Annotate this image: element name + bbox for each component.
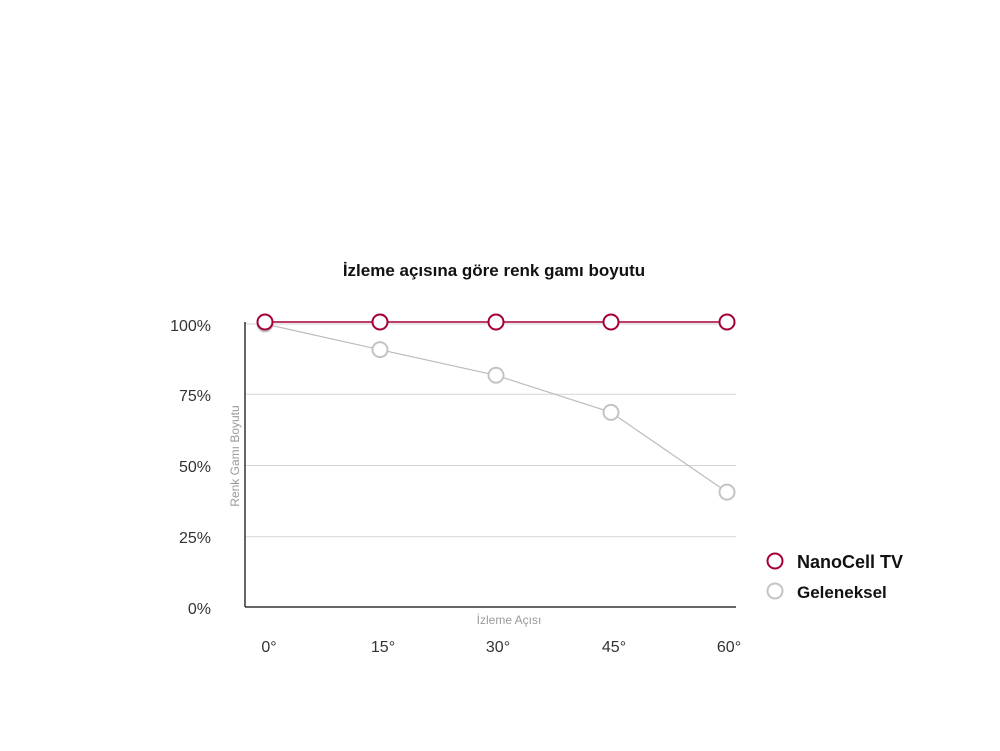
legend-item-nanocell: NanoCell TV bbox=[766, 552, 903, 572]
data-point-geleneksel bbox=[602, 403, 620, 421]
legend-marker bbox=[766, 552, 784, 570]
legend-label: NanoCell TV bbox=[797, 552, 903, 572]
legend-marker bbox=[766, 582, 784, 600]
y-axis-label: Renk Gamı Boyutu bbox=[228, 405, 242, 506]
y-tick-labels: 100% 75% 50% 25% 0% bbox=[170, 318, 211, 618]
x-tick-label: 0° bbox=[261, 639, 276, 656]
legend-item-geleneksel: Geleneksel bbox=[766, 582, 887, 602]
x-tick-label: 15° bbox=[371, 639, 395, 656]
y-tick-label: 75% bbox=[179, 388, 211, 405]
data-point-geleneksel bbox=[718, 483, 736, 501]
legend: NanoCell TV Geleneksel bbox=[766, 552, 903, 602]
y-tick-label: 0% bbox=[188, 601, 211, 618]
y-tick-label: 50% bbox=[179, 459, 211, 476]
series-layer bbox=[256, 313, 736, 501]
data-point-nanocell bbox=[487, 313, 505, 331]
x-axis-label: İzleme Açısı bbox=[477, 613, 542, 627]
data-point-nanocell bbox=[371, 313, 389, 331]
y-tick-label: 100% bbox=[170, 318, 211, 335]
x-tick-label: 45° bbox=[602, 639, 626, 656]
data-point-geleneksel bbox=[487, 366, 505, 384]
x-tick-label: 60° bbox=[717, 639, 741, 656]
x-tick-label: 30° bbox=[486, 639, 510, 656]
series-line-geleneksel bbox=[264, 323, 728, 493]
y-tick-label: 25% bbox=[179, 530, 211, 547]
chart-title: İzleme açısına göre renk gamı boyutu bbox=[343, 261, 645, 280]
data-point-nanocell bbox=[718, 313, 736, 331]
data-point-nanocell bbox=[602, 313, 620, 331]
legend-label: Geleneksel bbox=[797, 583, 887, 602]
data-point-geleneksel bbox=[371, 341, 389, 359]
x-tick-labels: 0° 15° 30° 45° 60° bbox=[261, 639, 741, 656]
gridlines bbox=[245, 323, 736, 538]
data-point-nanocell bbox=[256, 313, 274, 331]
